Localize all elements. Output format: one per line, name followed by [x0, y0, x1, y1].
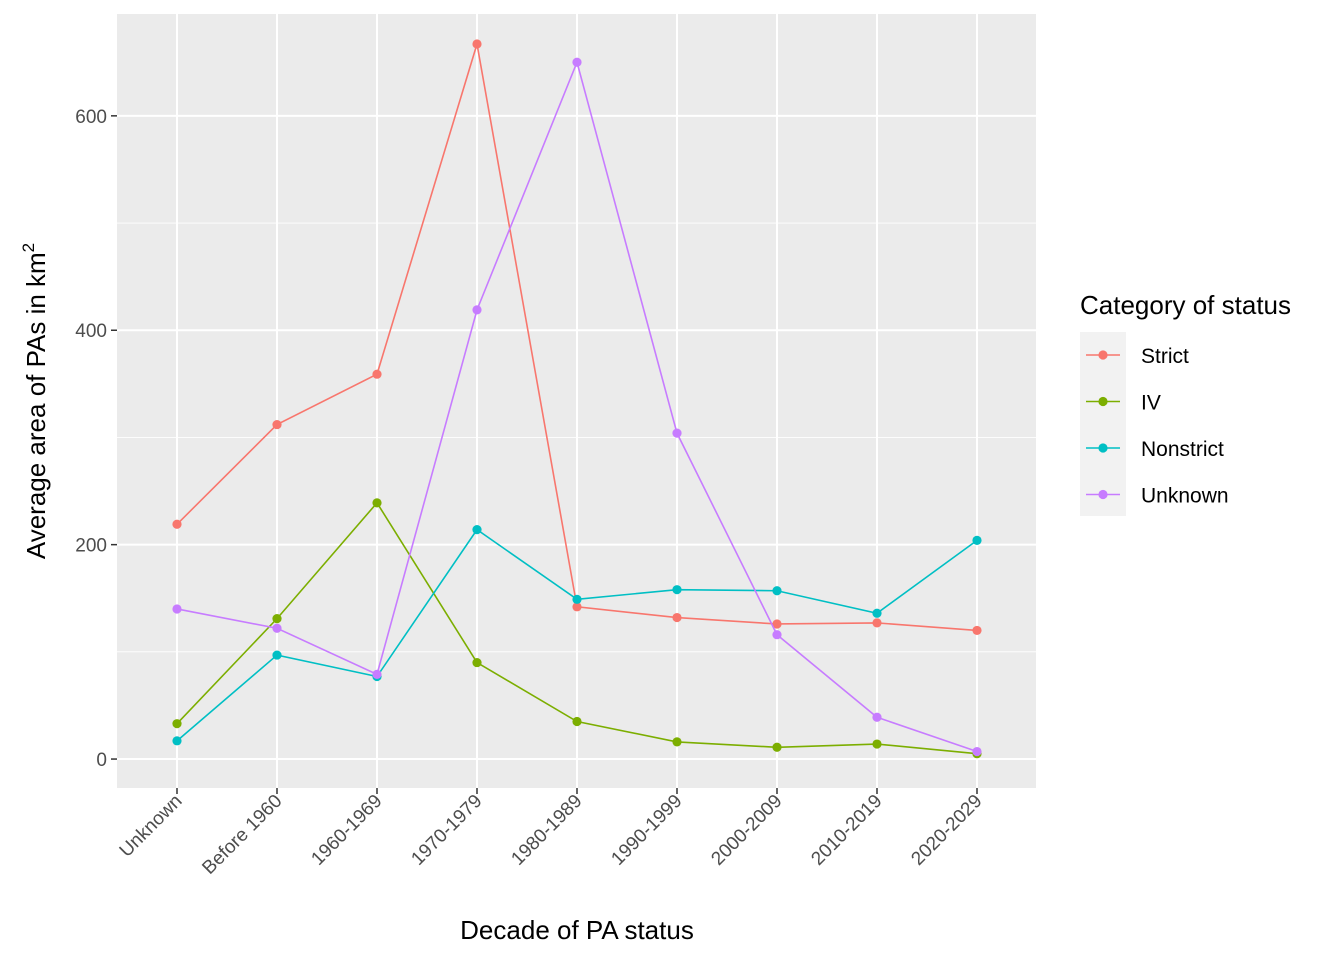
legend-item-iv: IV: [1086, 392, 1161, 415]
y-tick-label: 600: [75, 107, 107, 128]
y-axis-title: Average area of PAs in km2: [19, 243, 51, 559]
data-point-iv: [772, 742, 782, 752]
data-point-unknown: [372, 669, 382, 679]
x-tick-label: 2000-2009: [707, 791, 786, 870]
x-tick-label: Unknown: [116, 791, 187, 862]
y-axis-title-superscript: 2: [19, 243, 38, 252]
data-point-nonstrict: [472, 525, 482, 535]
legend: Category of status Strict IV Nonstrict Unkn…: [1080, 290, 1291, 516]
legend-key-point: [1098, 443, 1108, 453]
legend-item-unknown: Unknown: [1086, 485, 1229, 508]
y-tick-label: 0: [96, 750, 107, 771]
x-tick-label: 1990-1999: [607, 791, 686, 870]
x-tick-label: 1970-1979: [407, 791, 486, 870]
data-point-unknown: [872, 712, 882, 722]
data-point-unknown: [572, 57, 582, 67]
legend-item-nonstrict: Nonstrict: [1086, 438, 1224, 461]
y-tick-label: 400: [75, 321, 107, 342]
x-axis-title: Decade of PA status: [460, 915, 694, 945]
data-point-unknown: [172, 604, 182, 614]
y-tick-label: 200: [75, 536, 107, 557]
data-point-iv: [372, 498, 382, 508]
legend-key-point: [1098, 350, 1108, 360]
x-tick-label: 2020-2029: [907, 791, 986, 870]
legend-label: Nonstrict: [1141, 438, 1224, 461]
data-point-iv: [872, 739, 882, 749]
data-point-unknown: [972, 746, 982, 757]
data-point-iv: [272, 614, 282, 624]
legend-label: IV: [1141, 392, 1161, 415]
legend-label: Strict: [1141, 345, 1189, 368]
data-point-iv: [172, 719, 182, 729]
series-strict: [172, 39, 982, 636]
data-point-strict: [272, 419, 282, 430]
x-tick-label: Before 1960: [198, 791, 286, 879]
x-tick-label: 1960-1969: [307, 791, 386, 870]
data-point-strict: [872, 618, 882, 628]
x-axis: Unknown Before 1960 1960-1969 1970-1979 1980…: [116, 788, 987, 879]
data-point-nonstrict: [672, 585, 682, 595]
legend-items: Strict IV Nonstrict Unknown: [1086, 345, 1229, 508]
data-point-strict: [972, 625, 982, 636]
data-point-nonstrict: [972, 535, 982, 545]
data-point-strict: [372, 369, 382, 379]
data-point-unknown: [672, 428, 682, 438]
data-point-nonstrict: [772, 586, 782, 596]
data-point-nonstrict: [172, 736, 182, 746]
y-axis-title-text: Average area of PAs in km: [21, 252, 51, 559]
data-point-nonstrict: [572, 594, 582, 604]
data-point-strict: [672, 612, 682, 623]
data-point-strict: [172, 519, 182, 529]
series-iv: [172, 498, 982, 759]
series-unknown: [172, 57, 982, 757]
x-tick-label: 1980-1989: [507, 791, 586, 870]
data-point-unknown: [472, 305, 482, 315]
data-point-strict: [772, 619, 782, 629]
y-axis: 0 200 400 600: [75, 107, 117, 771]
x-tick-label: 2010-2019: [807, 791, 886, 870]
legend-key-point: [1098, 489, 1108, 500]
legend-key-point: [1098, 396, 1108, 407]
data-point-iv: [672, 737, 682, 747]
data-point-nonstrict: [872, 608, 882, 618]
legend-title: Category of status: [1080, 290, 1291, 320]
data-point-iv: [472, 657, 482, 668]
legend-item-strict: Strict: [1086, 345, 1189, 368]
data-point-unknown: [272, 623, 282, 633]
data-point-nonstrict: [272, 650, 282, 660]
data-point-strict: [472, 39, 482, 49]
data-point-strict: [572, 602, 582, 612]
series-layer: [172, 39, 982, 759]
legend-label: Unknown: [1141, 485, 1229, 508]
data-point-unknown: [772, 630, 782, 640]
legend-key-background: [1080, 332, 1126, 516]
data-point-iv: [572, 716, 582, 727]
